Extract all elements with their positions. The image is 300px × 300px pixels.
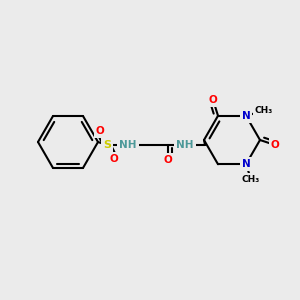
Text: O: O [110, 154, 118, 164]
Text: NH: NH [119, 140, 137, 150]
Text: O: O [96, 126, 104, 136]
Text: S: S [103, 140, 111, 150]
Text: CH₃: CH₃ [255, 106, 273, 115]
Text: N: N [242, 111, 250, 121]
Text: O: O [208, 95, 217, 105]
Text: CH₃: CH₃ [242, 175, 260, 184]
Text: O: O [271, 140, 279, 150]
Text: O: O [164, 155, 172, 165]
Text: N: N [242, 159, 250, 169]
Text: NH: NH [176, 140, 194, 150]
